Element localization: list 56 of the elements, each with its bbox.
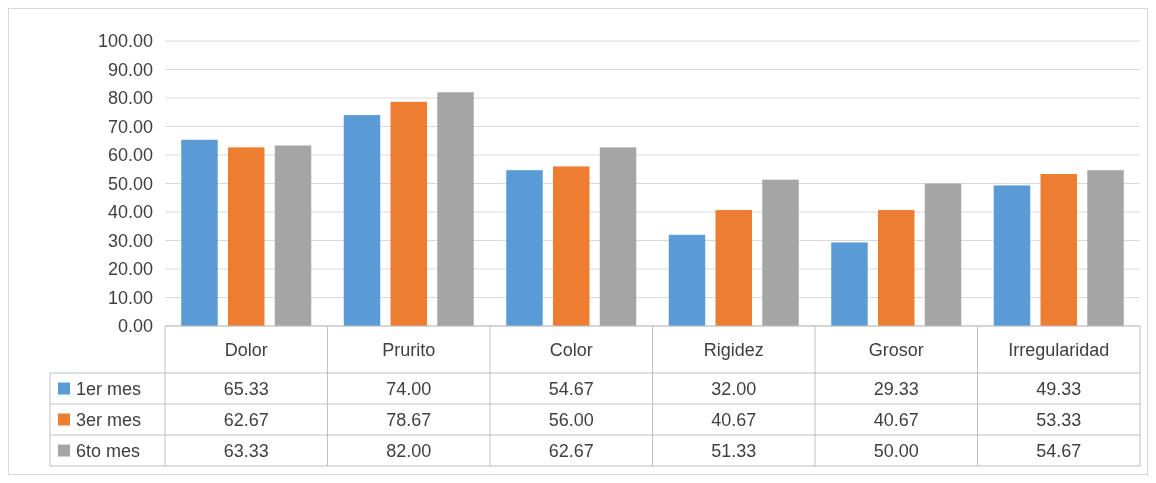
y-tick-label: 60.00 xyxy=(107,145,153,166)
data-label: 53.33 xyxy=(1036,409,1082,430)
bar xyxy=(1040,174,1077,326)
bar xyxy=(924,183,962,326)
data-label: 62.67 xyxy=(548,440,594,461)
data-label: 54.67 xyxy=(548,378,594,399)
data-label: 65.33 xyxy=(223,378,269,399)
data-label: 49.33 xyxy=(1036,378,1082,399)
y-tick-label: 100.00 xyxy=(97,31,153,52)
y-tick-label: 80.00 xyxy=(107,88,153,109)
data-label: 32.00 xyxy=(711,378,757,399)
legend-label: 1er mes xyxy=(76,378,142,399)
x-tick-label: Rigidez xyxy=(703,339,764,360)
data-label: 62.67 xyxy=(223,409,269,430)
y-tick-label: 30.00 xyxy=(107,230,153,251)
legend-label: 3er mes xyxy=(76,409,142,430)
bar xyxy=(599,147,637,326)
bar xyxy=(878,210,915,326)
bar xyxy=(181,139,218,326)
data-label: 51.33 xyxy=(711,440,757,461)
data-label: 74.00 xyxy=(386,378,432,399)
bar xyxy=(228,147,265,326)
bar xyxy=(1087,170,1124,326)
y-tick-label: 70.00 xyxy=(107,116,153,137)
x-tick-label: Irregularidad xyxy=(1008,339,1110,360)
bar xyxy=(715,210,752,326)
data-label: 63.33 xyxy=(223,440,269,461)
bar xyxy=(993,185,1031,326)
y-tick-label: 10.00 xyxy=(107,287,153,308)
x-tick-label: Color xyxy=(549,339,593,360)
legend-label: 6to mes xyxy=(76,440,141,461)
data-label: 40.67 xyxy=(873,409,919,430)
bar xyxy=(506,170,543,326)
bar xyxy=(553,166,590,326)
x-tick-label: Prurito xyxy=(382,339,436,360)
y-tick-label: 20.00 xyxy=(107,259,153,280)
bar xyxy=(390,101,427,326)
bar xyxy=(343,115,381,326)
y-tick-label: 0.00 xyxy=(117,316,153,337)
data-label: 54.67 xyxy=(1036,440,1082,461)
y-tick-label: 90.00 xyxy=(107,59,153,80)
data-label: 40.67 xyxy=(711,409,757,430)
y-tick-label: 50.00 xyxy=(107,173,153,194)
x-tick-label: Dolor xyxy=(224,339,268,360)
data-label: 56.00 xyxy=(548,409,594,430)
data-label: 82.00 xyxy=(386,440,432,461)
data-label: 29.33 xyxy=(873,378,919,399)
bar xyxy=(274,145,312,326)
bar xyxy=(437,92,474,326)
data-label: 78.67 xyxy=(386,409,432,430)
bar xyxy=(831,242,868,326)
data-label: 50.00 xyxy=(873,440,919,461)
x-tick-label: Grosor xyxy=(868,339,924,360)
y-tick-label: 40.00 xyxy=(107,202,153,223)
bar xyxy=(762,179,799,326)
bar xyxy=(668,234,706,326)
